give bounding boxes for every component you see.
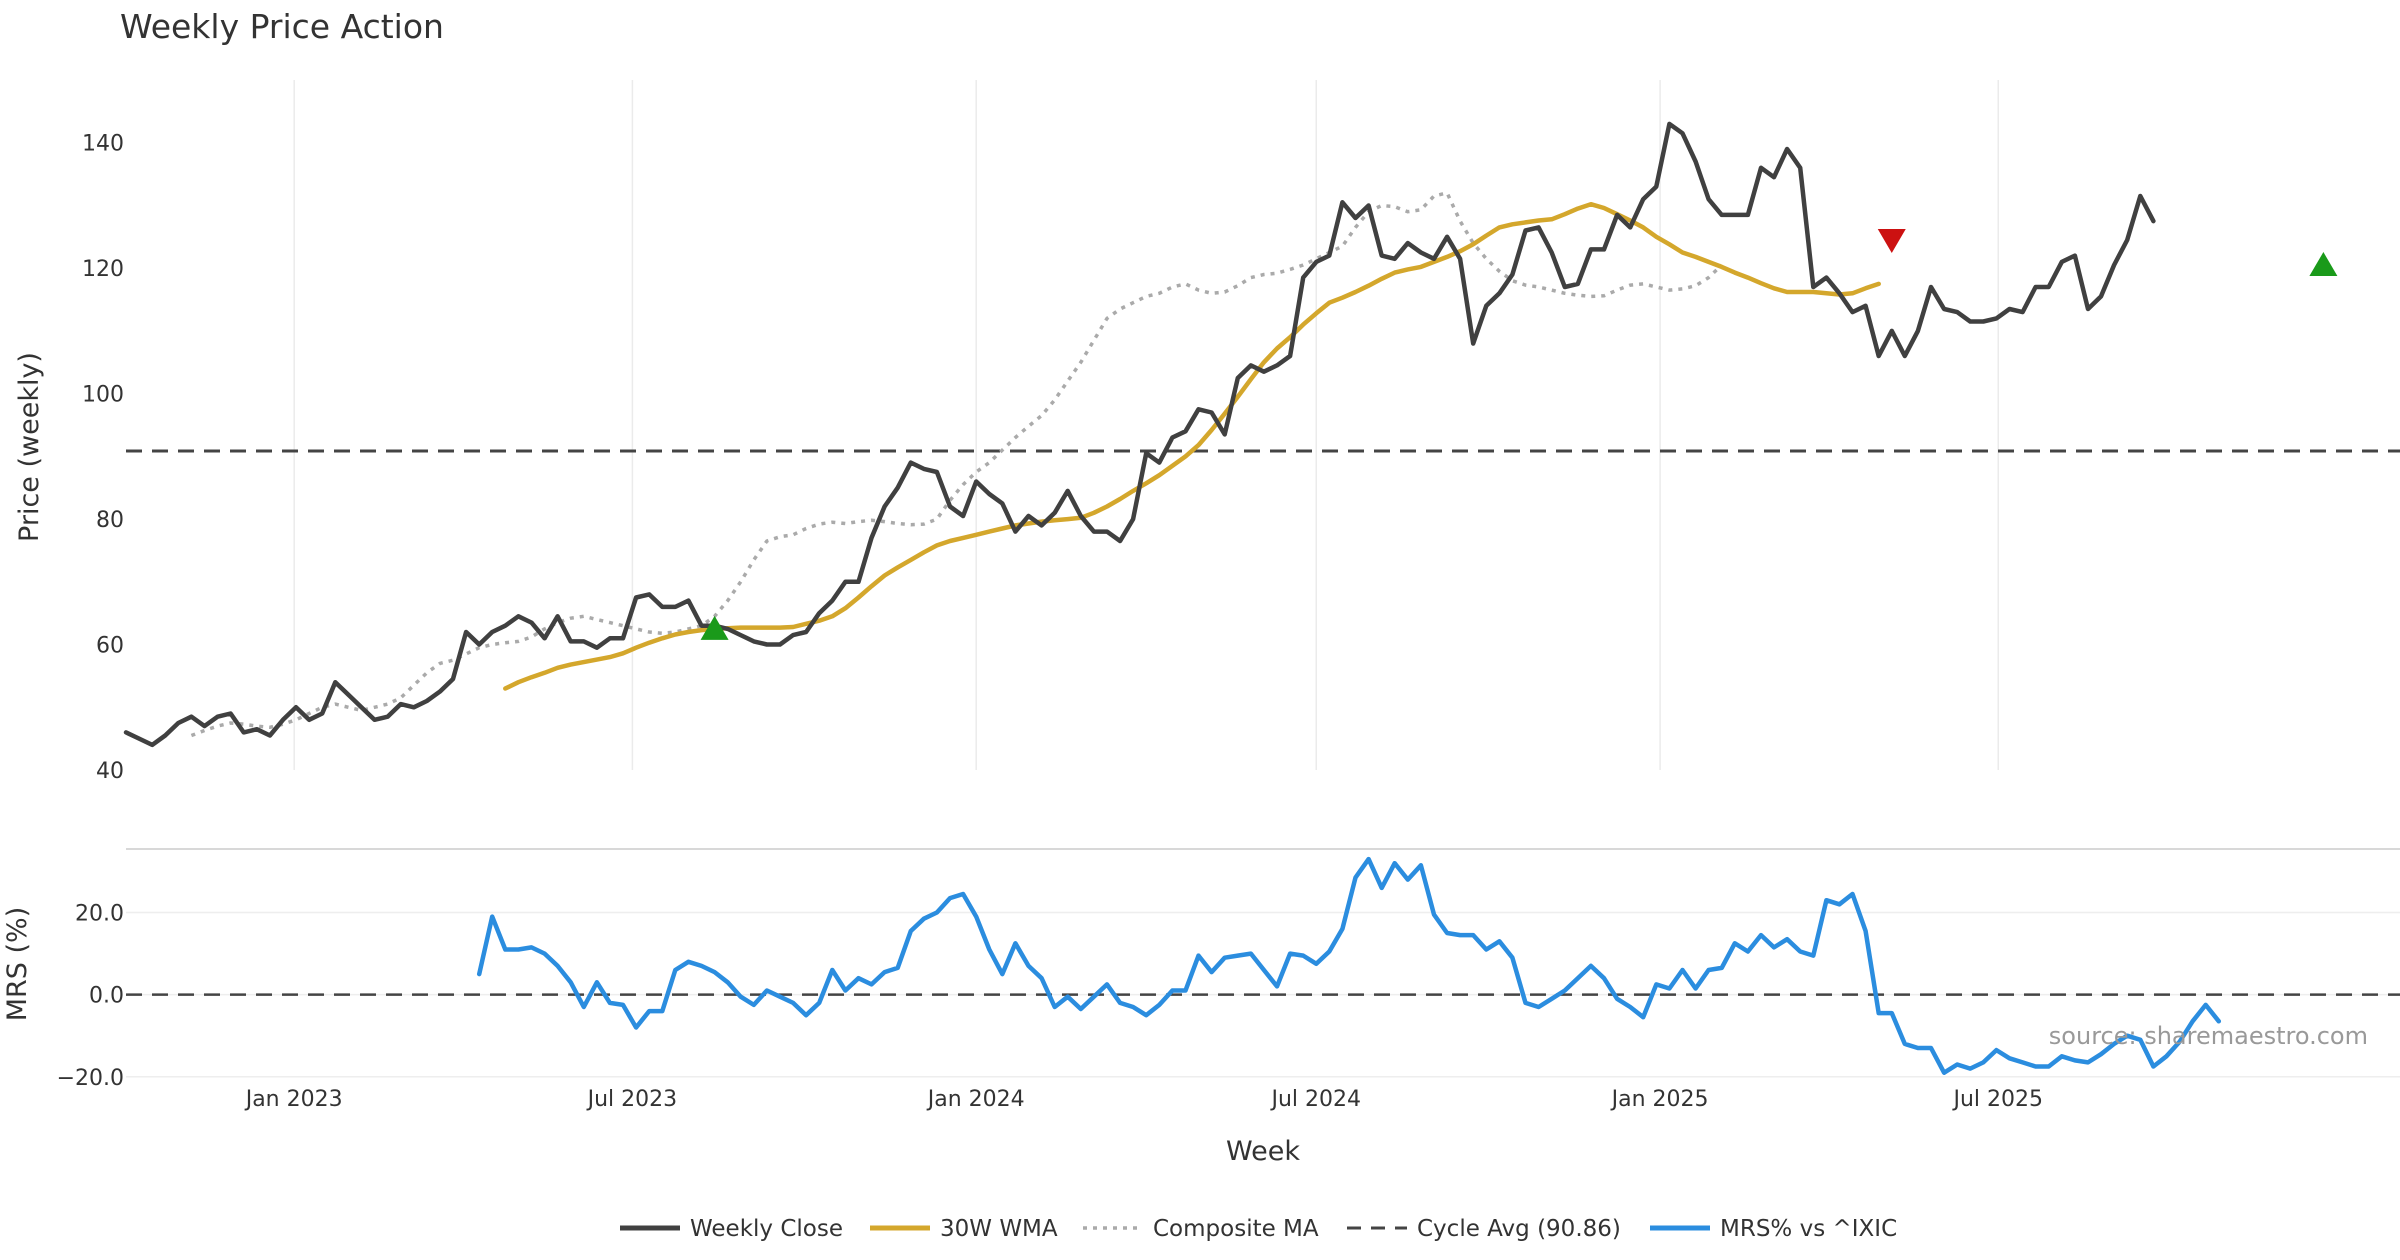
mrs-y-axis-title: MRS (%) xyxy=(2,907,33,1022)
x-tick-label: Jan 2024 xyxy=(926,1087,1025,1112)
x-tick-label: Jul 2023 xyxy=(586,1087,678,1112)
legend-label: Weekly Close xyxy=(690,1216,843,1242)
mrs-plot xyxy=(126,856,2400,1075)
composite-ma-line xyxy=(190,191,1723,738)
x-tick-label: Jan 2025 xyxy=(1610,1087,1709,1112)
mrs-line xyxy=(476,856,2222,1075)
price-y-tick-label: 60 xyxy=(96,634,124,659)
mrs-y-axis: −20.0 0.0 20.0 xyxy=(57,902,124,1091)
legend-label: Composite MA xyxy=(1153,1216,1319,1242)
mrs-y-tick-label: 20.0 xyxy=(75,902,124,927)
price-y-tick-label: 80 xyxy=(96,508,124,533)
price-plot xyxy=(123,121,2400,748)
weekly-close-line xyxy=(123,121,2156,748)
buy-signal-marker xyxy=(2309,252,2338,277)
mrs-y-tick-label: 0.0 xyxy=(89,984,124,1009)
price-y-axis-title: Price (weekly) xyxy=(14,352,45,542)
x-tick-label: Jul 2025 xyxy=(1952,1087,2044,1112)
x-axis-title: Week xyxy=(1226,1136,1300,1167)
price-y-tick-label: 140 xyxy=(82,132,124,157)
x-tick-label: Jan 2023 xyxy=(244,1087,343,1112)
price-y-tick-label: 120 xyxy=(82,257,124,282)
x-axis: Jan 2023 Jul 2023 Jan 2024 Jul 2024 Jan 2025… xyxy=(244,1087,2043,1112)
sell-signal-marker xyxy=(1877,228,1906,253)
price-y-tick-label: 40 xyxy=(96,759,124,784)
legend-label: Cycle Avg (90.86) xyxy=(1417,1216,1621,1242)
price-grid xyxy=(293,80,2000,770)
mrs-y-tick-label: −20.0 xyxy=(57,1066,124,1091)
legend-label: 30W WMA xyxy=(940,1216,1058,1242)
watermark: source: sharemaestro.com xyxy=(2049,1022,2368,1050)
chart-title: Weekly Price Action xyxy=(120,7,444,46)
x-tick-label: Jul 2024 xyxy=(1269,1087,1361,1112)
price-y-tick-label: 100 xyxy=(82,383,124,408)
buy-signal-marker xyxy=(700,615,729,640)
legend: Weekly Close 30W WMA Composite MA Cycle Avg… xyxy=(620,1216,1897,1242)
wma-30w-line xyxy=(503,201,1881,691)
legend-label: MRS% vs ^IXIC xyxy=(1720,1216,1897,1242)
price-y-axis: 40 60 80 100 120 140 xyxy=(82,132,124,784)
